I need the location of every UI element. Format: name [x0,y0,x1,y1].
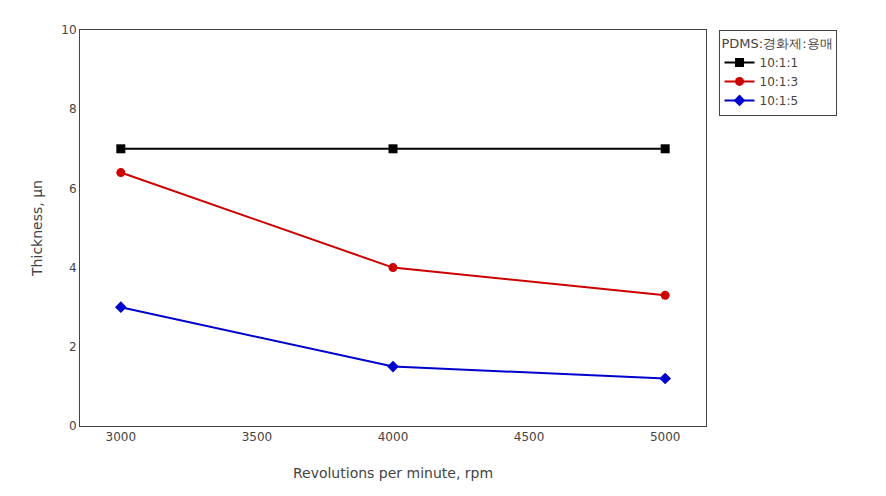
svg-text:10:1:5: 10:1:5 [760,94,799,108]
svg-text:10:1:1: 10:1:1 [760,56,799,70]
svg-text:4500: 4500 [514,430,545,444]
svg-text:10:1:3: 10:1:3 [760,75,799,89]
svg-text:3500: 3500 [242,430,273,444]
svg-text:4: 4 [69,261,77,275]
svg-text:6: 6 [69,182,77,196]
svg-text:4000: 4000 [378,430,409,444]
svg-text:Thickness, μn: Thickness, μn [29,180,45,277]
svg-text:0: 0 [69,419,77,433]
svg-text:8: 8 [69,102,77,116]
svg-text:Revolutions per minute, rpm: Revolutions per minute, rpm [293,465,493,481]
svg-text:5000: 5000 [650,430,681,444]
svg-text:10: 10 [61,23,76,37]
svg-text:PDMS:경화제:용매: PDMS:경화제:용매 [722,36,833,51]
svg-text:2: 2 [69,340,77,354]
svg-text:3000: 3000 [106,430,137,444]
